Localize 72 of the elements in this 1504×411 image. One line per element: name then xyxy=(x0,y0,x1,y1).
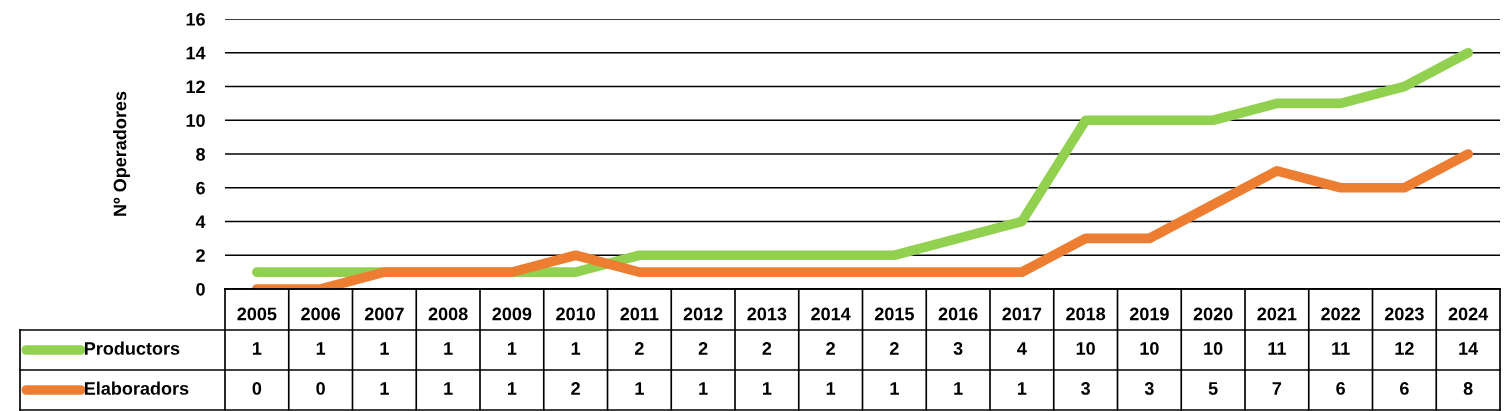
data-label: 5 xyxy=(1208,382,1218,395)
x-tick-label: 2014 xyxy=(811,307,851,321)
x-tick-label: 2017 xyxy=(1002,307,1042,321)
x-tick-label: 2019 xyxy=(1129,307,1169,321)
data-label: 2 xyxy=(889,342,899,355)
data-label: 2 xyxy=(762,342,772,355)
x-tick-label: 2010 xyxy=(556,307,595,321)
x-tick-label: 2006 xyxy=(301,307,341,321)
x-tick-label: 2007 xyxy=(364,307,404,321)
x-tick-label: 2012 xyxy=(683,307,723,321)
data-label: 2 xyxy=(571,382,580,395)
data-label: 6 xyxy=(1336,382,1345,395)
legend-label: Productors xyxy=(84,341,180,355)
data-label: 1 xyxy=(890,382,899,395)
data-label: 1 xyxy=(380,382,389,395)
data-label: 2 xyxy=(826,342,835,355)
x-tick-label: 2024 xyxy=(1448,307,1489,321)
x-tick-label: 2023 xyxy=(1384,307,1424,321)
x-tick-label: 2009 xyxy=(492,307,532,321)
data-label: 1 xyxy=(380,342,389,355)
data-label: 3 xyxy=(1144,382,1154,395)
data-label: 0 xyxy=(316,382,325,395)
data-label: 8 xyxy=(1463,382,1473,395)
data-label: 1 xyxy=(444,342,453,355)
x-tick-label: 2020 xyxy=(1193,307,1233,321)
data-label: 1 xyxy=(507,342,517,355)
y-tick-label: 0 xyxy=(196,282,205,296)
data-label: 1 xyxy=(444,382,453,395)
x-tick-label: 2021 xyxy=(1257,307,1297,321)
data-label: 1 xyxy=(954,382,963,395)
y-tick-label: 8 xyxy=(196,147,205,161)
data-label: 1 xyxy=(252,342,262,355)
y-tick-label: 12 xyxy=(186,80,205,94)
data-label: 1 xyxy=(826,382,836,395)
y-tick-label: 14 xyxy=(186,46,206,60)
x-tick-label: 2015 xyxy=(874,307,914,321)
y-tick-label: 4 xyxy=(195,215,206,229)
data-label: 3 xyxy=(1081,382,1090,395)
y-tick-label: 16 xyxy=(186,12,205,26)
y-axis-title: Nº Operadores xyxy=(113,91,130,216)
data-label: 1 xyxy=(316,342,326,355)
data-label: 1 xyxy=(1017,382,1027,395)
data-label: 6 xyxy=(1400,382,1409,395)
data-label: 1 xyxy=(635,382,644,395)
data-label: 10 xyxy=(1140,342,1159,355)
data-label: 7 xyxy=(1272,382,1282,395)
data-label: 1 xyxy=(699,382,708,395)
x-tick-label: 2018 xyxy=(1066,307,1106,321)
data-label: 10 xyxy=(1204,342,1223,355)
data-label: 3 xyxy=(953,342,963,355)
data-label: 12 xyxy=(1395,342,1414,355)
data-label: 1 xyxy=(762,382,772,395)
data-label: 0 xyxy=(252,382,262,395)
data-label: 11 xyxy=(1268,342,1286,355)
x-tick-label: 2022 xyxy=(1321,307,1360,321)
x-tick-label: 2013 xyxy=(747,307,787,321)
data-label: 10 xyxy=(1076,342,1095,355)
x-tick-label: 2016 xyxy=(938,307,978,321)
x-tick-label: 2005 xyxy=(237,307,277,321)
data-label: 11 xyxy=(1332,342,1350,355)
data-label: 14 xyxy=(1459,342,1479,355)
data-label: 2 xyxy=(634,342,644,355)
x-tick-label: 2008 xyxy=(428,307,468,321)
data-label: 1 xyxy=(507,382,517,395)
data-label: 2 xyxy=(698,342,708,355)
y-tick-label: 6 xyxy=(196,181,205,195)
y-tick-label: 10 xyxy=(186,114,205,127)
y-tick-label: 2 xyxy=(196,249,205,262)
data-label: 4 xyxy=(1017,342,1027,355)
x-tick-label: 2011 xyxy=(620,307,659,321)
data-label: 1 xyxy=(571,342,581,355)
legend-label: Elaboradors xyxy=(84,381,189,395)
